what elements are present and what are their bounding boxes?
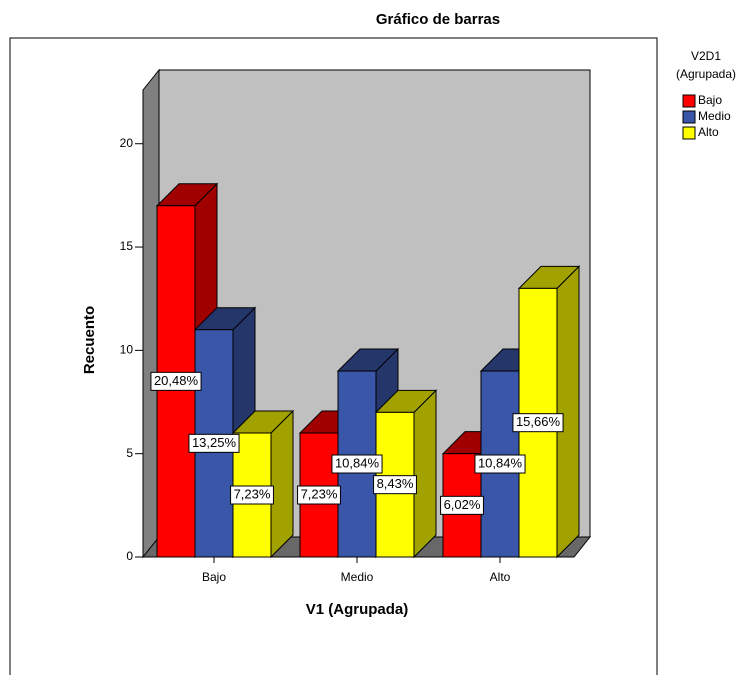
- data-label: 10,84%: [478, 455, 523, 470]
- legend-label: Medio: [698, 109, 731, 123]
- data-label: 20,48%: [154, 373, 199, 388]
- legend-title: V2D1: [691, 49, 721, 63]
- data-label-box: [331, 454, 383, 474]
- data-label-box: [440, 495, 484, 515]
- data-label: 10,84%: [335, 455, 380, 470]
- data-label-box: [230, 485, 274, 505]
- legend-swatch: [682, 94, 696, 108]
- legend-title: (Agrupada): [676, 67, 736, 81]
- bar-side: [556, 265, 580, 559]
- data-label: 7,23%: [234, 486, 271, 501]
- legend-label: Alto: [698, 125, 719, 139]
- y-tick-label: 15: [120, 239, 134, 253]
- x-tick-label: Alto: [490, 570, 511, 584]
- data-label-box: [188, 433, 240, 453]
- x-tick-label: Bajo: [202, 570, 226, 584]
- data-label-box: [512, 413, 564, 433]
- data-label-box: [297, 485, 341, 505]
- data-label: 8,43%: [377, 476, 414, 491]
- bar-side: [270, 409, 294, 559]
- legend-label: Bajo: [698, 93, 722, 107]
- y-tick-label: 0: [126, 549, 133, 563]
- y-tick-label: 10: [120, 343, 134, 357]
- data-label: 6,02%: [444, 497, 481, 512]
- bar-side: [413, 389, 437, 559]
- x-axis-label: V1 (Agrupada): [306, 601, 409, 618]
- data-label: 15,66%: [516, 414, 561, 429]
- data-label-box: [474, 454, 526, 474]
- x-tick-label: Medio: [341, 570, 374, 584]
- legend-swatch: [682, 110, 696, 124]
- y-axis-label: Recuento: [81, 306, 98, 374]
- chart-title: Gráfico de barras: [376, 11, 500, 28]
- y-tick-label: 20: [120, 136, 134, 150]
- data-label: 7,23%: [301, 486, 338, 501]
- data-label: 13,25%: [192, 435, 237, 450]
- data-label-box: [373, 475, 417, 495]
- legend-swatch: [682, 126, 696, 140]
- data-label-box: [150, 371, 202, 391]
- y-tick-label: 5: [126, 446, 133, 460]
